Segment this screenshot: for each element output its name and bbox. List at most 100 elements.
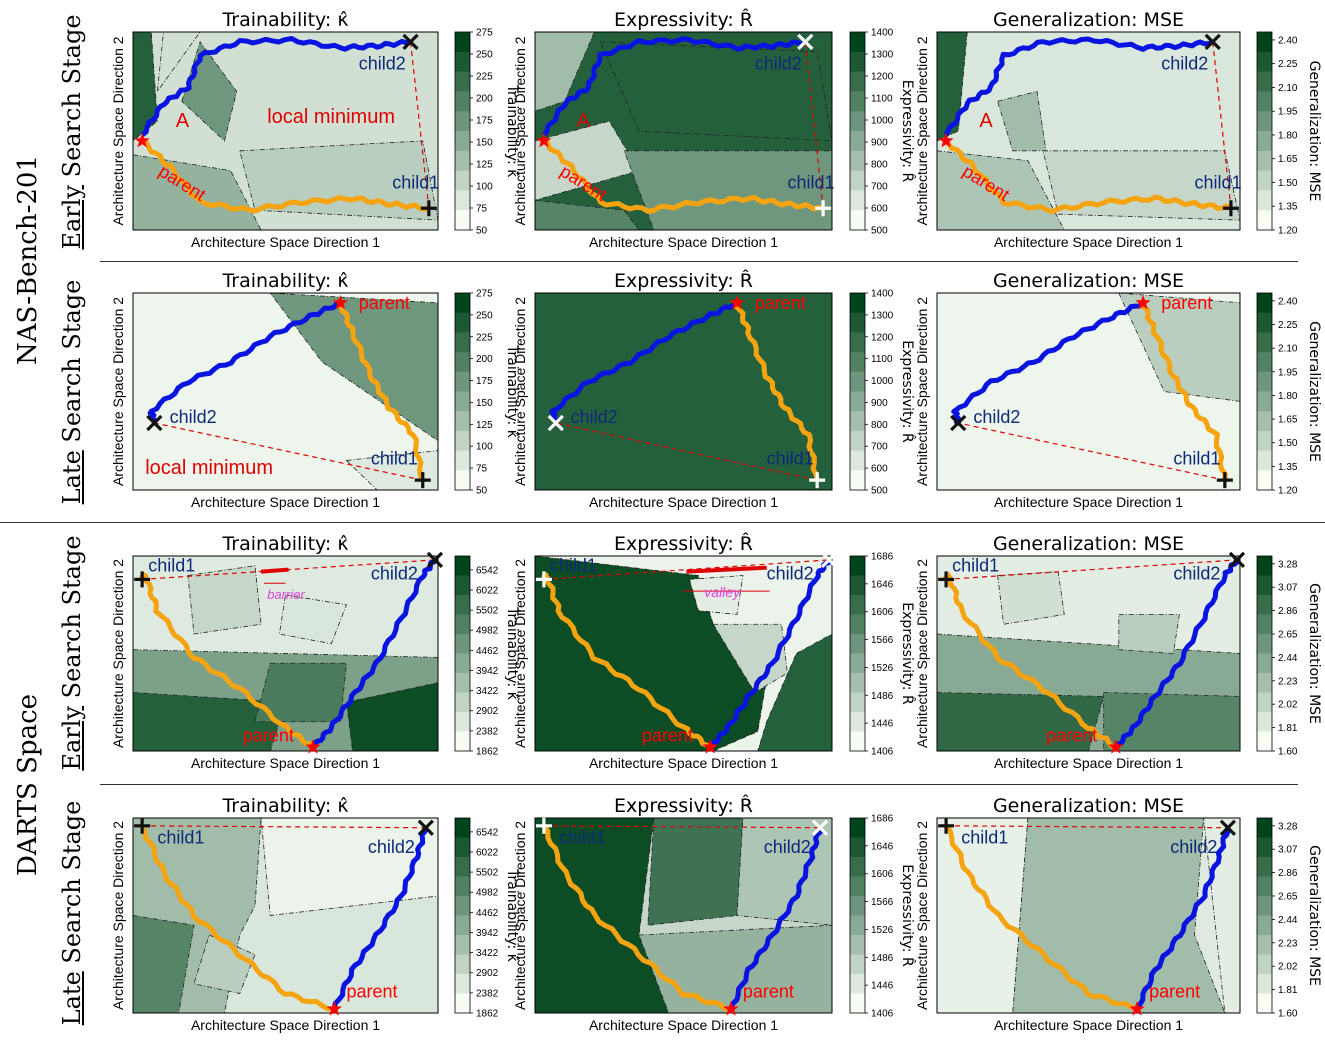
colorbar-step: [455, 615, 470, 635]
child1-label: child1: [550, 556, 597, 576]
colorbar-tick-label: 175: [476, 376, 493, 387]
colorbar-step: [850, 411, 865, 431]
colorbar-step: [1257, 332, 1272, 352]
colorbar-tick-label: 1446: [871, 981, 894, 992]
parent-label: parent: [755, 293, 806, 313]
colorbar-step: [850, 332, 865, 352]
colorbar-tick-label: 2.23: [1278, 676, 1298, 687]
panel-title: Trainability: κ̂: [221, 9, 348, 31]
landscape-region: [1119, 615, 1180, 654]
colorbar-tick-label: 1.65: [1278, 154, 1298, 165]
colorbar-tick-label: 1406: [871, 1009, 894, 1020]
colorbar-step: [1257, 293, 1272, 313]
x-axis-label: Architecture Space Direction 1: [589, 234, 778, 250]
colorbar-step: [455, 595, 470, 615]
colorbar-step: [1257, 556, 1272, 576]
y-axis-label: Architecture Space Direction 2: [110, 559, 126, 748]
colorbar-step: [850, 654, 865, 674]
colorbar-tick-label: 1486: [871, 691, 894, 702]
landscape-panel: parent child1child2A local minimumTrainabi…: [110, 9, 520, 250]
colorbar-step: [850, 431, 865, 451]
child2-label: child2: [368, 837, 415, 857]
colorbar-label: Generalization: MSE: [1306, 583, 1322, 724]
colorbar-step: [1257, 91, 1272, 111]
colorbar-tick-label: 6022: [476, 847, 499, 858]
colorbar-tick-label: 700: [871, 442, 888, 453]
child1-label: child1: [148, 556, 195, 576]
colorbar-step: [1257, 654, 1272, 674]
colorbar-step: [455, 955, 470, 975]
colorbar-step: [455, 857, 470, 877]
colorbar-step: [850, 994, 865, 1014]
colorbar-step: [850, 673, 865, 693]
colorbar-tick-label: 1100: [871, 94, 893, 105]
colorbar-step: [850, 896, 865, 916]
colorbar-step: [1257, 32, 1272, 52]
colorbar-tick-label: 1646: [871, 841, 894, 852]
colorbar-tick-label: 275: [476, 289, 493, 300]
colorbar-step: [850, 595, 865, 615]
annotation-barrier: barrier: [267, 587, 305, 602]
colorbar-tick-label: 3942: [476, 666, 499, 677]
colorbar-step: [455, 974, 470, 994]
x-axis-label: Architecture Space Direction 1: [191, 1017, 380, 1033]
colorbar-step: [850, 857, 865, 877]
child2-label: child2: [1170, 837, 1217, 857]
colorbar-step: [1257, 352, 1272, 372]
colorbar-step: [1257, 411, 1272, 431]
colorbar-tick-label: 5502: [476, 606, 499, 617]
colorbar-tick-label: 1.65: [1278, 415, 1298, 426]
colorbar-step: [1257, 151, 1272, 171]
colorbar-tick-label: 3.07: [1278, 845, 1298, 856]
colorbar-tick-label: 2.65: [1278, 630, 1298, 641]
x-axis-label: Architecture Space Direction 1: [191, 234, 380, 250]
colorbar-tick-label: 75: [476, 204, 488, 215]
colorbar-step: [455, 190, 470, 210]
colorbar-tick-label: 3.28: [1278, 821, 1298, 832]
colorbar-step: [455, 313, 470, 333]
landscape-region: [998, 572, 1065, 625]
colorbar-step: [1257, 52, 1272, 72]
child1-label: child1: [559, 827, 606, 847]
colorbar-tick-label: 2.10: [1278, 83, 1298, 94]
colorbar-tick-label: 2.44: [1278, 915, 1298, 926]
parent-label: parent: [642, 725, 693, 745]
child2-label: child2: [170, 407, 217, 427]
colorbar-tick-label: 6022: [476, 585, 499, 596]
colorbar-step: [850, 372, 865, 392]
colorbar-step: [850, 615, 865, 635]
colorbar-step: [1257, 470, 1272, 490]
colorbar-tick-label: 1300: [871, 310, 894, 321]
panel-title: Trainability: κ̂: [221, 533, 348, 555]
child2-label: child2: [371, 563, 418, 583]
colorbar-tick-label: 1200: [871, 72, 894, 83]
colorbar-tick-label: 1.80: [1278, 130, 1298, 141]
colorbar-step: [455, 451, 470, 471]
colorbar-step: [1257, 392, 1272, 412]
colorbar-step: [455, 654, 470, 674]
colorbar-tick-label: 1.20: [1278, 226, 1298, 237]
colorbar-tick-label: 1.35: [1278, 202, 1298, 213]
colorbar-step: [455, 470, 470, 490]
colorbar-step: [455, 210, 470, 230]
colorbar-tick-label: 1.60: [1278, 747, 1298, 758]
colorbar-tick-label: 900: [871, 138, 888, 149]
colorbar-label: Generalization: MSE: [1306, 61, 1322, 202]
colorbar-step: [455, 32, 470, 52]
colorbar-step: [455, 556, 470, 576]
panel-title: Generalization: MSE: [993, 9, 1184, 31]
colorbar-tick-label: 50: [476, 486, 488, 497]
colorbar-tick-label: 6542: [476, 827, 499, 838]
colorbar-tick-label: 2.86: [1278, 606, 1298, 617]
colorbar-step: [455, 673, 470, 693]
colorbar-step: [455, 91, 470, 111]
colorbar-step: [850, 838, 865, 858]
child1-label: child1: [392, 172, 439, 192]
landscape-panel: parentchild1child2local minimumTrainabil…: [110, 270, 520, 510]
x-axis-label: Architecture Space Direction 1: [191, 755, 380, 771]
colorbar-step: [850, 52, 865, 72]
colorbar-step: [850, 576, 865, 596]
colorbar-tick-label: 200: [476, 354, 493, 365]
colorbar-tick-label: 1.80: [1278, 391, 1298, 402]
colorbar-tick-label: 250: [476, 310, 493, 321]
